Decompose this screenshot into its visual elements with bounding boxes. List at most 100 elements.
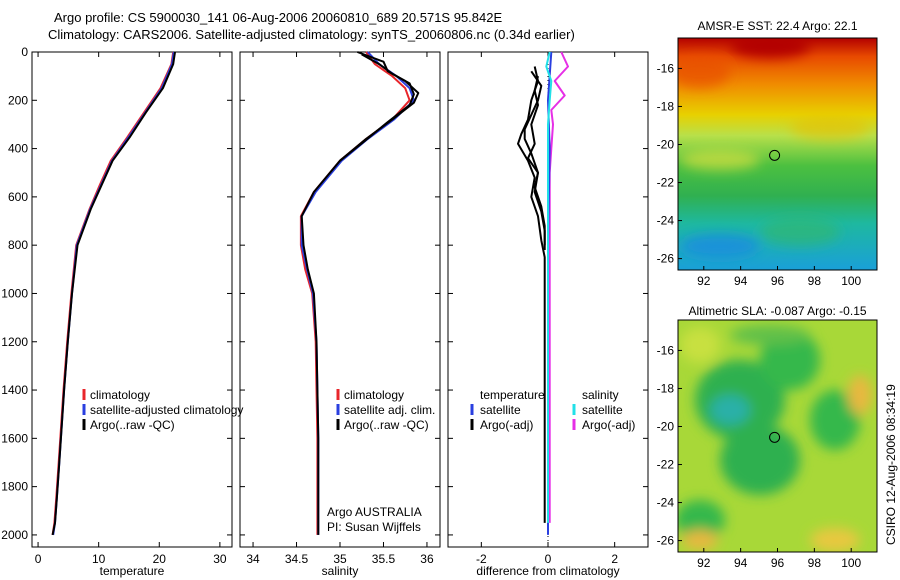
y-tick-label: -26 xyxy=(657,252,675,266)
sla-blob xyxy=(848,375,872,415)
y-tick-label: 0 xyxy=(21,45,28,59)
series-line xyxy=(51,51,176,536)
argo-location-marker xyxy=(769,431,781,443)
cool-patch xyxy=(680,234,760,258)
sla-blob xyxy=(760,330,820,390)
series-line xyxy=(548,51,569,523)
x-tick-label: 10 xyxy=(92,552,106,566)
annotation-line-2: PI: Susan Wijffels xyxy=(327,520,421,534)
legend-label: temperature xyxy=(480,388,545,402)
x-tick-label: 20 xyxy=(153,552,167,566)
sla-blob xyxy=(710,395,750,425)
annotation-line-1: Argo AUSTRALIA xyxy=(327,505,422,519)
side-timestamp-label: CSIRO 12-Aug-2006 08:34:19 xyxy=(884,384,898,545)
map-title: AMSR-E SST: 22.4 Argo: 22.1 xyxy=(697,19,857,33)
y-tick-label: 200 xyxy=(8,93,28,107)
legend-label: climatology xyxy=(344,388,404,402)
y-tick-label: -24 xyxy=(657,496,675,510)
y-tick-label: -20 xyxy=(657,137,675,151)
series-line xyxy=(527,75,546,250)
legend-label: climatology xyxy=(90,388,150,402)
sst-map-panel: AMSR-E SST: 22.4 Argo: 22.1 92 94 96 98 100 -1… xyxy=(657,19,878,288)
mid-patch xyxy=(790,116,870,140)
series-line xyxy=(299,51,411,535)
profile-panel-2: 34 34.5 35 35.5 36 salinity climatologysatelli… xyxy=(239,51,441,578)
legend-label: satellite-adjusted climatology xyxy=(90,403,243,417)
x-tick-label: 94 xyxy=(734,556,748,570)
y-tick-label: 2000 xyxy=(1,528,28,542)
series-line xyxy=(523,70,546,246)
x-axis-label: temperature xyxy=(100,564,165,578)
y-tick-label: 600 xyxy=(8,190,28,204)
sla-map-panel: Altimetric SLA: -0.087 Argo: -0.15 92 94 96… xyxy=(657,304,878,570)
x-tick-label: 92 xyxy=(697,556,711,570)
plot-frame xyxy=(239,51,441,548)
legend-label: satellite xyxy=(582,403,623,417)
sla-blob xyxy=(810,390,860,450)
x-tick-label: 34.5 xyxy=(285,552,309,566)
x-tick-label: 100 xyxy=(841,556,861,570)
sla-blob xyxy=(730,325,810,345)
y-tick-label: -16 xyxy=(657,343,675,357)
sla-blob xyxy=(678,500,725,540)
y-tick-label: 1400 xyxy=(1,383,28,397)
y-tick-label: 400 xyxy=(8,142,28,156)
sst-texture xyxy=(678,38,870,258)
sla-blob xyxy=(682,530,718,550)
x-tick-label: 0 xyxy=(545,552,552,566)
x-axis-label: salinity xyxy=(322,564,359,578)
map-title: Altimetric SLA: -0.087 Argo: -0.15 xyxy=(688,304,866,318)
x-tick-label: 94 xyxy=(734,274,748,288)
legend-label: Argo(-adj) xyxy=(480,418,533,432)
x-tick-label: 96 xyxy=(771,556,785,570)
legend-label: Argo(-adj) xyxy=(582,418,635,432)
series-line xyxy=(545,51,553,523)
map-field xyxy=(678,38,877,270)
sla-blob xyxy=(680,327,720,363)
x-tick-label: 35.5 xyxy=(372,552,396,566)
y-tick-label: -20 xyxy=(657,419,675,433)
figure-title-line-2: Climatology: CARS2006. Satellite-adjuste… xyxy=(48,27,575,42)
map-field xyxy=(678,320,877,552)
x-tick-label: 96 xyxy=(771,274,785,288)
series-line xyxy=(517,66,546,523)
legend-label: Argo(..raw -QC) xyxy=(344,418,429,432)
x-tick-label: 30 xyxy=(213,552,227,566)
x-tick-label: 92 xyxy=(697,274,711,288)
x-tick-label: 2 xyxy=(611,552,618,566)
y-tick-label: -18 xyxy=(657,99,675,113)
cool-patch xyxy=(760,218,840,246)
y-tick-label: -18 xyxy=(657,381,675,395)
y-tick-label: -16 xyxy=(657,61,675,75)
legend-label: satellite adj. clim. xyxy=(344,403,435,417)
legend-label: salinity xyxy=(582,388,619,402)
y-tick-label: 1000 xyxy=(1,286,28,300)
y-tick-label: 1800 xyxy=(1,480,28,494)
y-tick-label: -26 xyxy=(657,534,675,548)
x-tick-label: 0 xyxy=(35,552,42,566)
figure-title-line-1: Argo profile: CS 5900030_141 06-Aug-2006… xyxy=(54,10,503,25)
mid-patch xyxy=(680,150,760,170)
plot-frame xyxy=(31,51,233,548)
sla-blob xyxy=(720,425,800,495)
sla-blob xyxy=(810,528,860,552)
sla-texture xyxy=(678,325,872,552)
warm-core xyxy=(730,38,810,58)
y-tick-label: 800 xyxy=(8,238,28,252)
x-tick-label: 100 xyxy=(841,274,861,288)
y-tick-label: 1600 xyxy=(1,431,28,445)
x-tick-label: -2 xyxy=(476,552,487,566)
y-tick-label: -22 xyxy=(657,458,675,472)
x-tick-label: 35 xyxy=(333,552,347,566)
argo-location-marker xyxy=(769,149,781,161)
warm-patch xyxy=(678,56,730,88)
y-tick-label: 1200 xyxy=(1,335,28,349)
profile-panel-1: 0 200 400 600 800 1000 1200 1400 1600 1800 2000 0 10… xyxy=(1,45,243,578)
legend-label: satellite xyxy=(480,403,521,417)
x-tick-label: 34 xyxy=(246,552,260,566)
series-line xyxy=(51,51,175,536)
x-tick-label: 98 xyxy=(808,556,822,570)
legend-label: Argo(..raw -QC) xyxy=(90,418,175,432)
